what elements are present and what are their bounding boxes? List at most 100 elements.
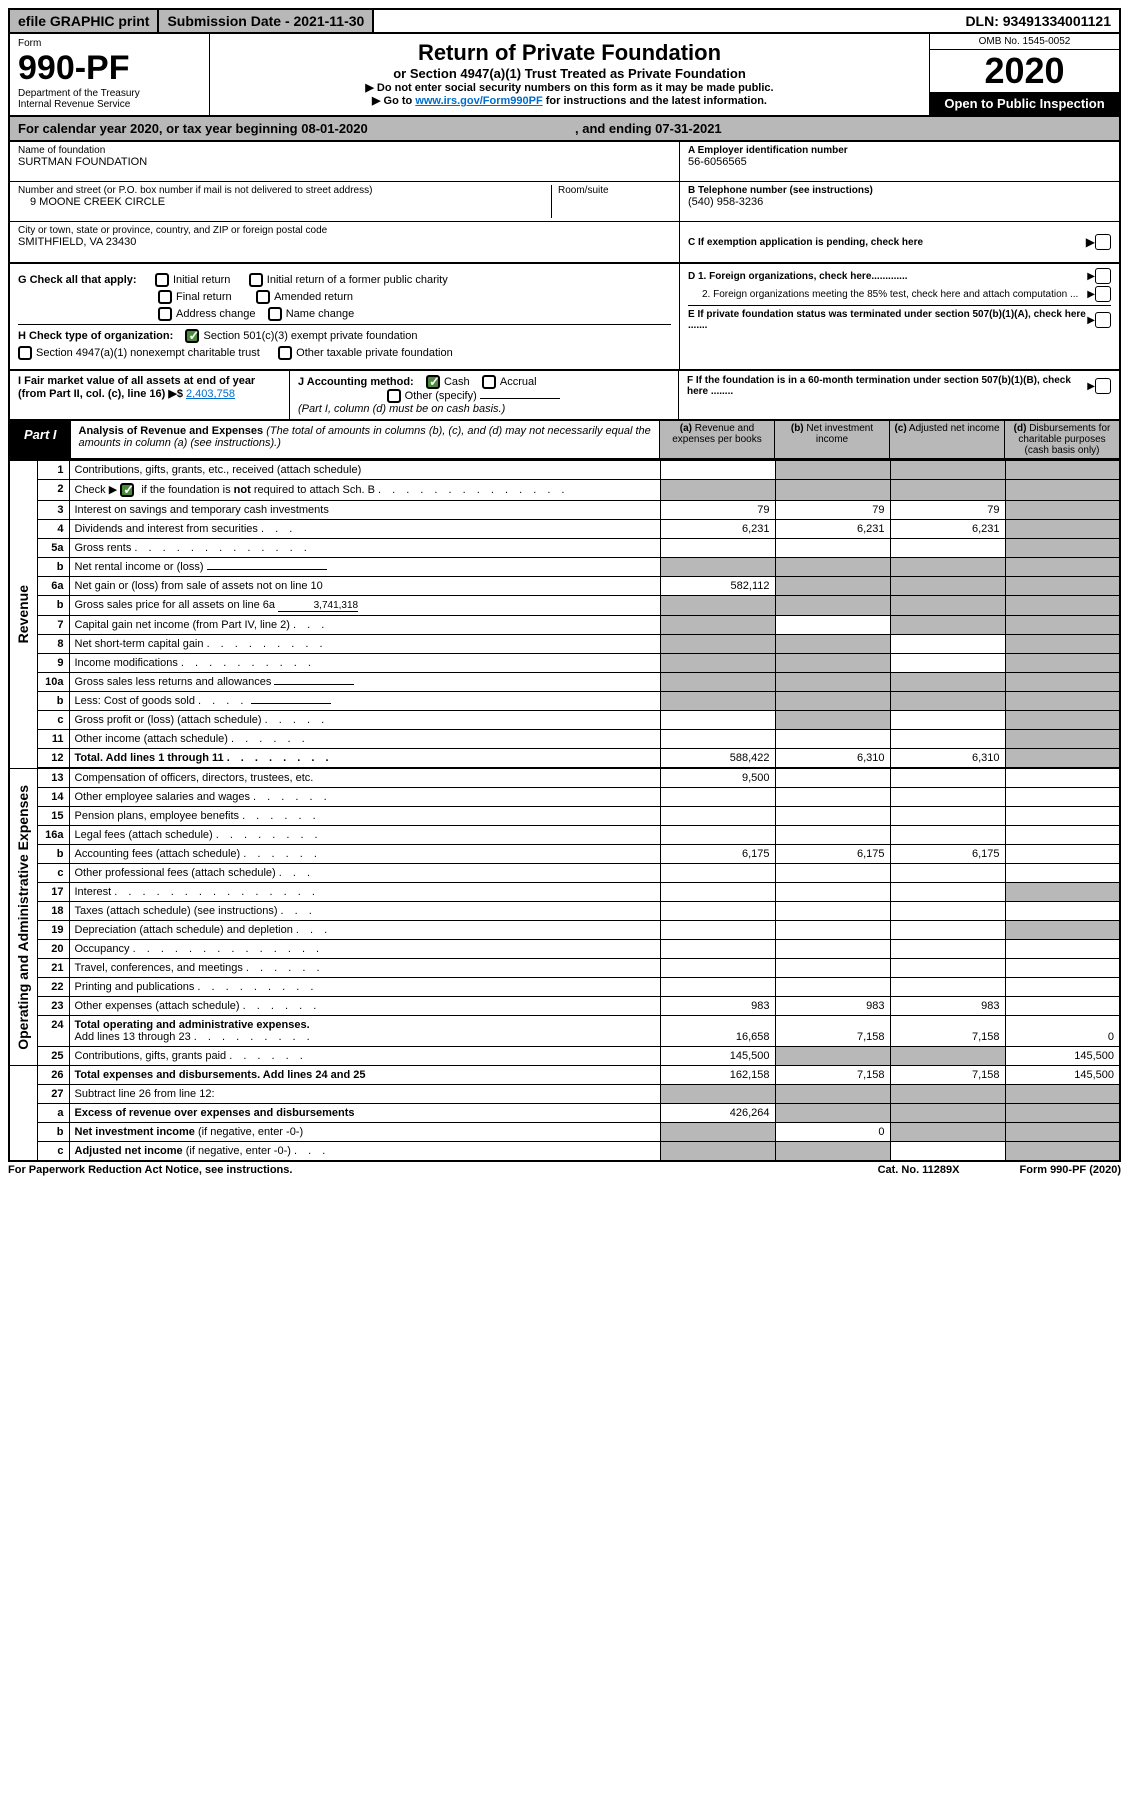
accrual-checkbox[interactable]: [482, 375, 496, 389]
table-row: bNet rental income or (loss): [9, 558, 1120, 577]
f-block: F If the foundation is in a 60-month ter…: [679, 371, 1119, 419]
table-row: 16aLegal fees (attach schedule) . . . . …: [9, 826, 1120, 845]
d1-checkbox[interactable]: [1095, 268, 1111, 284]
table-row: cAdjusted net income (if negative, enter…: [9, 1142, 1120, 1162]
instruction-2: ▶ Go to www.irs.gov/Form990PF for instru…: [220, 94, 919, 107]
entity-info: Name of foundation SURTMAN FOUNDATION Nu…: [8, 142, 1121, 264]
exemption-pending-row: C If exemption application is pending, c…: [680, 222, 1119, 262]
form-id-block: Form 990-PF Department of the Treasury I…: [10, 34, 210, 115]
ein-row: A Employer identification number 56-6056…: [680, 142, 1119, 182]
street-address: 9 MOONE CREEK CIRCLE: [18, 196, 551, 208]
table-row: cOther professional fees (attach schedul…: [9, 864, 1120, 883]
city-row: City or town, state or province, country…: [10, 222, 679, 262]
table-row: 17Interest . . . . . . . . . . . . . . .: [9, 883, 1120, 902]
cat-number: Cat. No. 11289X: [878, 1164, 960, 1176]
d2-checkbox[interactable]: [1095, 286, 1111, 302]
cash-checkbox[interactable]: [426, 375, 440, 389]
table-row: bLess: Cost of goods sold . . . .: [9, 692, 1120, 711]
name-change-checkbox[interactable]: [268, 307, 282, 321]
part1-header: Part I Analysis of Revenue and Expenses …: [8, 421, 1121, 460]
arrow-icon: ▶: [1087, 271, 1095, 282]
other-taxable-checkbox[interactable]: [278, 346, 292, 360]
table-row: bAccounting fees (attach schedule) . . .…: [9, 845, 1120, 864]
table-row: 19Depreciation (attach schedule) and dep…: [9, 921, 1120, 940]
address-change-checkbox[interactable]: [158, 307, 172, 321]
e-row: E If private foundation status was termi…: [688, 306, 1111, 331]
table-row: 10aGross sales less returns and allowanc…: [9, 673, 1120, 692]
irs-link[interactable]: www.irs.gov/Form990PF: [415, 95, 542, 107]
table-row: 24Total operating and administrative exp…: [9, 1016, 1120, 1047]
table-row: 9Income modifications . . . . . . . . . …: [9, 654, 1120, 673]
table-row: 20Occupancy . . . . . . . . . . . . . .: [9, 940, 1120, 959]
table-row: Operating and Administrative Expenses 13…: [9, 769, 1120, 788]
paperwork-notice: For Paperwork Reduction Act Notice, see …: [8, 1164, 292, 1176]
table-row: 14Other employee salaries and wages . . …: [9, 788, 1120, 807]
table-row: 23Other expenses (attach schedule) . . .…: [9, 997, 1120, 1016]
table-row: cGross profit or (loss) (attach schedule…: [9, 711, 1120, 730]
amended-return-checkbox[interactable]: [256, 290, 270, 304]
table-row: 26Total expenses and disbursements. Add …: [9, 1066, 1120, 1085]
exemption-checkbox[interactable]: [1095, 234, 1111, 250]
table-row: 7Capital gain net income (from Part IV, …: [9, 616, 1120, 635]
initial-former-checkbox[interactable]: [249, 273, 263, 287]
efile-print-button[interactable]: efile GRAPHIC print: [10, 10, 159, 32]
city-state-zip: SMITHFIELD, VA 23430: [18, 236, 671, 248]
arrow-icon: ▶: [1087, 381, 1095, 392]
d2-row: 2. Foreign organizations meeting the 85%…: [688, 286, 1111, 306]
501c3-checkbox[interactable]: [185, 329, 199, 343]
fmv-block: I Fair market value of all assets at end…: [10, 371, 290, 419]
dln-number: DLN: 93491334001121: [957, 10, 1119, 32]
table-row: 8Net short-term capital gain . . . . . .…: [9, 635, 1120, 654]
final-return-checkbox[interactable]: [158, 290, 172, 304]
g-label: G Check all that apply:: [18, 274, 137, 286]
check-apply-section: G Check all that apply: Initial return I…: [8, 264, 1121, 371]
col-a-header: (a) Revenue and expenses per books: [659, 421, 774, 458]
e-checkbox[interactable]: [1095, 312, 1111, 328]
4947-checkbox[interactable]: [18, 346, 32, 360]
sch-b-checkbox[interactable]: [120, 483, 134, 497]
table-row: 6aNet gain or (loss) from sale of assets…: [9, 577, 1120, 596]
arrow-icon: ▶: [1087, 289, 1095, 300]
top-bar: efile GRAPHIC print Submission Date - 20…: [8, 8, 1121, 34]
foundation-name: SURTMAN FOUNDATION: [18, 156, 671, 168]
table-row: aExcess of revenue over expenses and dis…: [9, 1104, 1120, 1123]
table-row: 15Pension plans, employee benefits . . .…: [9, 807, 1120, 826]
room-suite-label: Room/suite: [558, 185, 671, 196]
form-title: Return of Private Foundation: [220, 40, 919, 66]
tax-year: 2020: [930, 50, 1119, 92]
form-header: Form 990-PF Department of the Treasury I…: [8, 34, 1121, 117]
other-method-checkbox[interactable]: [387, 389, 401, 403]
arrow-icon: ▶: [1087, 315, 1095, 326]
fmv-value-link[interactable]: 2,403,758: [186, 388, 235, 400]
f-checkbox[interactable]: [1095, 378, 1111, 394]
page-footer: For Paperwork Reduction Act Notice, see …: [8, 1162, 1121, 1176]
part1-badge: Part I: [10, 421, 71, 458]
i-j-f-row: I Fair market value of all assets at end…: [8, 371, 1121, 421]
form-number: 990-PF: [18, 49, 201, 88]
table-row: bNet investment income (if negative, ent…: [9, 1123, 1120, 1142]
irs-label: Internal Revenue Service: [18, 99, 201, 110]
year-block: OMB No. 1545-0052 2020 Open to Public In…: [929, 34, 1119, 115]
col-c-header: (c) Adjusted net income: [889, 421, 1004, 458]
table-row: 12Total. Add lines 1 through 11 . . . . …: [9, 749, 1120, 768]
form-title-block: Return of Private Foundation or Section …: [210, 34, 929, 115]
table-row: 11Other income (attach schedule) . . . .…: [9, 730, 1120, 749]
table-row: 4Dividends and interest from securities …: [9, 520, 1120, 539]
d1-row: D 1. Foreign organizations, check here..…: [688, 268, 1111, 284]
phone-value: (540) 958-3236: [688, 196, 1111, 208]
omb-number: OMB No. 1545-0052: [930, 34, 1119, 50]
open-inspection-badge: Open to Public Inspection: [930, 92, 1119, 115]
expenses-label: Operating and Administrative Expenses: [15, 785, 31, 1050]
revenue-label: Revenue: [15, 585, 31, 643]
h-label: H Check type of organization:: [18, 330, 173, 342]
table-row: bGross sales price for all assets on lin…: [9, 596, 1120, 616]
calendar-year-row: For calendar year 2020, or tax year begi…: [8, 117, 1121, 142]
table-row: 3Interest on savings and temporary cash …: [9, 501, 1120, 520]
initial-return-checkbox[interactable]: [155, 273, 169, 287]
address-row: Number and street (or P.O. box number if…: [10, 182, 679, 222]
arrow-icon: ▶: [1086, 235, 1095, 249]
col-b-header: (b) Net investment income: [774, 421, 889, 458]
ein-value: 56-6056565: [688, 156, 1111, 168]
table-row: 27Subtract line 26 from line 12:: [9, 1085, 1120, 1104]
accounting-method-block: J Accounting method: Cash Accrual Other …: [290, 371, 679, 419]
